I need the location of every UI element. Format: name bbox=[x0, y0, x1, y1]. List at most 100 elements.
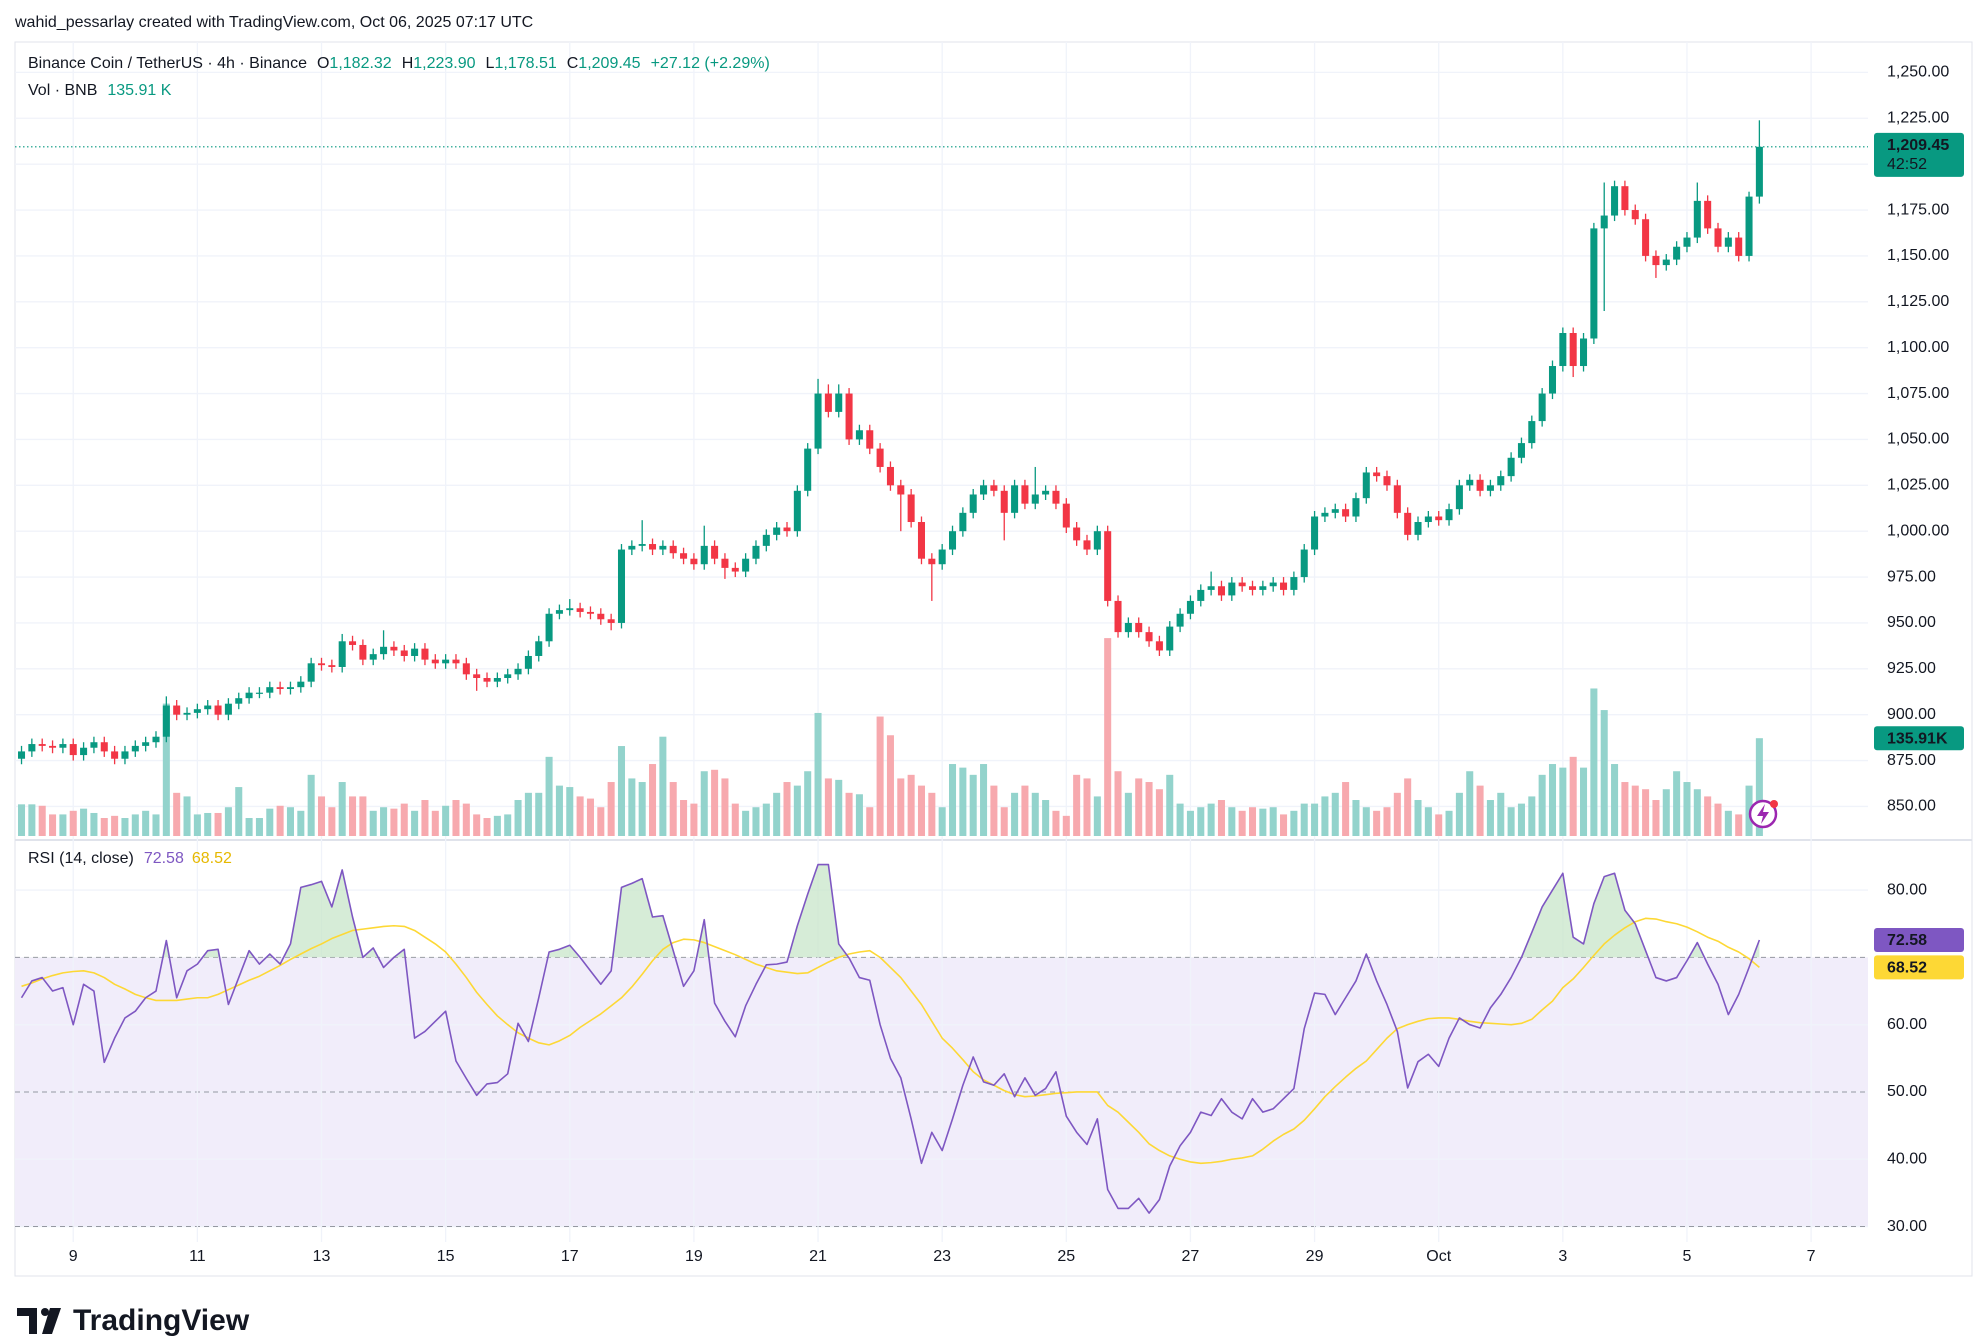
volume-bar bbox=[1569, 756, 1577, 836]
volume-bar bbox=[1207, 803, 1215, 836]
candle-body bbox=[617, 549, 626, 623]
volume-bar bbox=[1590, 688, 1598, 836]
candle-body bbox=[338, 641, 346, 667]
candle-body bbox=[1559, 332, 1567, 367]
candle-body bbox=[224, 703, 232, 715]
volume-bar bbox=[1673, 771, 1681, 836]
candle-body bbox=[297, 681, 305, 688]
volume-value: 135.91 K bbox=[107, 82, 171, 99]
volume-bar bbox=[1652, 800, 1660, 836]
candle-body bbox=[700, 545, 708, 565]
volume-bar bbox=[1486, 800, 1494, 836]
y-tick-label: 1,000.00 bbox=[1887, 522, 1949, 539]
volume-bar bbox=[276, 805, 284, 836]
candle-body bbox=[1073, 527, 1081, 541]
volume-bar bbox=[1197, 807, 1205, 836]
volume-bar bbox=[617, 746, 626, 836]
candle-body bbox=[1259, 586, 1267, 590]
volume-bar bbox=[1435, 814, 1443, 836]
candle-body bbox=[845, 393, 853, 440]
volume-bar bbox=[1104, 638, 1112, 836]
volume-bar bbox=[1466, 771, 1474, 836]
candle-body bbox=[1186, 600, 1194, 614]
candle-body bbox=[1745, 196, 1753, 256]
legend-key: L bbox=[486, 55, 495, 72]
brand-logo: TradingView bbox=[17, 1304, 250, 1337]
candle-body bbox=[431, 659, 439, 664]
x-tick-label: 15 bbox=[437, 1248, 455, 1265]
volume-bar bbox=[1021, 785, 1029, 836]
candle-body bbox=[1517, 443, 1525, 458]
candle-body bbox=[1114, 600, 1122, 633]
volume-bar bbox=[162, 703, 170, 836]
volume-bar bbox=[969, 774, 977, 836]
volume-bar bbox=[100, 818, 108, 836]
candle-body bbox=[1228, 582, 1236, 596]
volume-bar bbox=[1600, 710, 1608, 836]
candle-body bbox=[266, 687, 274, 693]
rsi-legend: RSI (14, close) 72.58 68.52 bbox=[28, 850, 232, 867]
candle-body bbox=[1755, 146, 1763, 197]
candle-body bbox=[649, 544, 657, 550]
candle-body bbox=[1217, 586, 1225, 596]
candle-body bbox=[948, 531, 957, 550]
volume-bar bbox=[938, 807, 946, 836]
volume-bar bbox=[731, 803, 739, 836]
volume-bar bbox=[1528, 796, 1536, 836]
volume-bar bbox=[845, 792, 853, 836]
candle-body bbox=[1735, 237, 1743, 256]
candle-body bbox=[1621, 186, 1629, 211]
legend-value: 1,178.51 bbox=[494, 55, 556, 72]
volume-bar bbox=[721, 778, 729, 836]
candle-body bbox=[1383, 476, 1391, 486]
candle-body bbox=[121, 751, 129, 759]
volume-bar bbox=[980, 764, 988, 836]
legend-key: O bbox=[317, 55, 329, 72]
candle-body bbox=[328, 665, 336, 667]
volume-bar bbox=[814, 712, 822, 836]
background-layer bbox=[15, 42, 1868, 1242]
candle-body bbox=[1176, 613, 1184, 627]
y-tick-label: 900.00 bbox=[1887, 706, 1936, 723]
volume-bar bbox=[255, 818, 263, 836]
volume-bar bbox=[555, 785, 563, 836]
y-tick-label: 1,175.00 bbox=[1887, 201, 1949, 218]
candle-body bbox=[1362, 472, 1370, 499]
candle-body bbox=[659, 545, 667, 550]
candle-body bbox=[1611, 186, 1619, 216]
candle-body bbox=[421, 648, 429, 660]
candle-body bbox=[235, 698, 243, 704]
candle-body bbox=[1000, 490, 1008, 513]
volume-bar bbox=[597, 807, 605, 836]
volume-bar bbox=[504, 814, 512, 836]
brand-name: TradingView bbox=[73, 1304, 250, 1337]
volume-bar bbox=[266, 808, 274, 836]
candle-body bbox=[514, 668, 522, 675]
price-legend: Binance Coin / TetherUS · 4h · Binance O1… bbox=[28, 55, 770, 72]
candle-body bbox=[959, 512, 967, 532]
volume-bar bbox=[1093, 796, 1101, 836]
volume-bar bbox=[1714, 803, 1722, 836]
volume-bar bbox=[462, 803, 470, 836]
candle-body bbox=[276, 687, 284, 690]
candle-body bbox=[473, 674, 481, 678]
volume-bar bbox=[524, 792, 532, 836]
candle-body bbox=[1124, 622, 1132, 633]
candle-body bbox=[783, 527, 791, 532]
candle-body bbox=[152, 736, 160, 743]
volume-bar bbox=[131, 814, 139, 836]
candle-body bbox=[1445, 509, 1453, 521]
labels-layer: 850.00875.00900.00925.00950.00975.001,00… bbox=[69, 64, 1964, 1265]
candle-body bbox=[835, 393, 843, 412]
volume-bar bbox=[1217, 800, 1225, 836]
candle-body bbox=[1497, 476, 1505, 486]
volume-bar bbox=[38, 805, 46, 836]
candle-body bbox=[1569, 332, 1577, 367]
y-tick-label: 1,150.00 bbox=[1887, 247, 1949, 264]
volume-bar bbox=[473, 814, 481, 836]
candle-body bbox=[628, 545, 636, 550]
candle-body bbox=[1321, 512, 1329, 517]
candle-body bbox=[390, 646, 398, 651]
volume-bar bbox=[183, 796, 191, 836]
candle-body bbox=[193, 709, 201, 713]
